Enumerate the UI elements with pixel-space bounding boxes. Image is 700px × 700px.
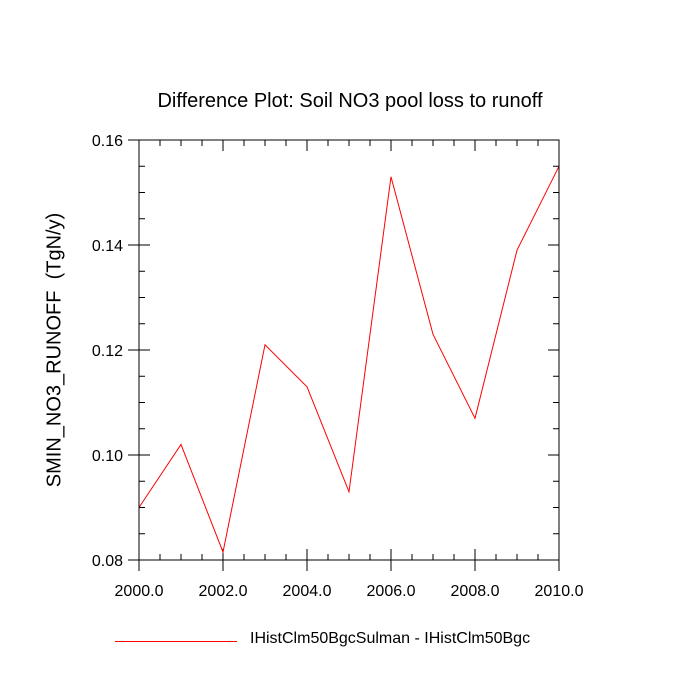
y-tick-label: 0.08	[92, 553, 123, 570]
y-tick-label: 0.10	[92, 448, 123, 465]
x-tick-label: 2002.0	[199, 583, 248, 600]
y-tick-label: 0.14	[92, 238, 123, 255]
series-layer	[138, 166, 560, 554]
x-tick-label: 2010.0	[535, 583, 584, 600]
x-tick-label: 2006.0	[367, 583, 416, 600]
x-tick-label: 2004.0	[283, 583, 332, 600]
x-tick-label: 2008.0	[451, 583, 500, 600]
series-line	[138, 166, 560, 554]
x-tick-label: 2000.0	[115, 583, 164, 600]
tick-labels: 2000.0 2002.0 2004.0 2006.0 2008.0 2010.0 0.08…	[92, 133, 584, 600]
legend-line-swatch	[115, 641, 237, 642]
axis-ticks	[128, 139, 560, 571]
y-tick-label: 0.16	[92, 133, 123, 150]
plot-frame	[138, 139, 560, 561]
chart-title: Difference Plot: Soil NO3 pool loss to r…	[157, 90, 543, 112]
legend-label: IHistClm50BgcSulman - IHistClm50Bgc	[250, 630, 531, 647]
y-tick-label: 0.12	[92, 343, 123, 360]
